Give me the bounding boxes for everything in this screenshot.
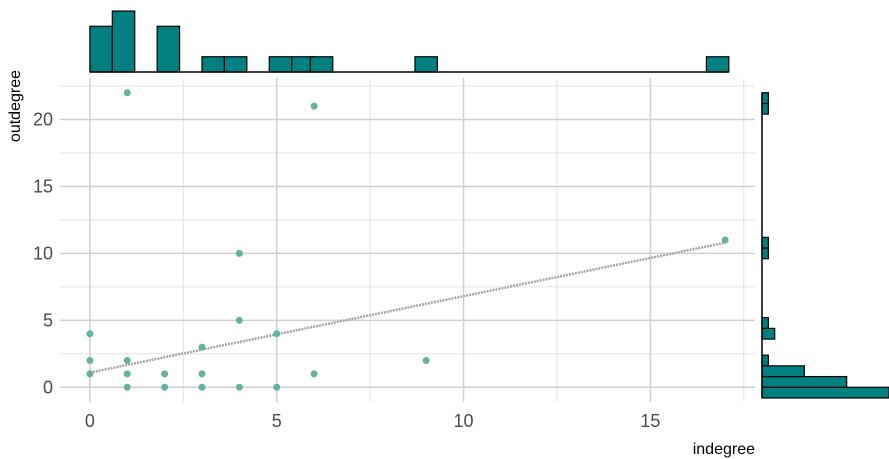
data-point bbox=[721, 236, 729, 244]
y-histogram-bar bbox=[761, 102, 769, 115]
data-point bbox=[310, 370, 318, 378]
x-marginal-histogram bbox=[89, 10, 730, 73]
data-point bbox=[161, 370, 169, 378]
plot-grid bbox=[60, 78, 755, 402]
data-point bbox=[422, 356, 430, 364]
y-histogram-bar bbox=[761, 386, 889, 399]
x-histogram-bar bbox=[414, 56, 438, 73]
x-axis-title: indegree bbox=[693, 441, 755, 458]
data-point bbox=[86, 330, 94, 338]
x-tick-label: 15 bbox=[640, 411, 660, 431]
data-point bbox=[273, 383, 281, 391]
y-histogram-bar bbox=[761, 375, 848, 388]
y-histogram-bar bbox=[761, 354, 769, 367]
y-histogram-bar bbox=[761, 92, 769, 105]
y-tick-label: 5 bbox=[43, 310, 53, 330]
data-point bbox=[273, 330, 281, 338]
y-histogram-bar bbox=[761, 365, 805, 378]
y-histogram-bar bbox=[761, 236, 769, 249]
x-histogram-bar bbox=[223, 56, 248, 73]
trend-line bbox=[89, 241, 726, 374]
x-tick-label: 10 bbox=[454, 411, 474, 431]
x-histogram-bar bbox=[705, 56, 730, 73]
x-histogram-bar bbox=[156, 25, 181, 73]
data-point bbox=[235, 316, 243, 324]
trend-line-path bbox=[89, 241, 726, 374]
x-tick-label: 0 bbox=[85, 411, 95, 431]
data-point bbox=[123, 370, 131, 378]
data-point bbox=[123, 89, 131, 97]
y-histogram-bar bbox=[761, 317, 769, 329]
x-tick-label: 5 bbox=[272, 411, 282, 431]
data-point bbox=[161, 383, 169, 391]
data-point bbox=[310, 102, 318, 110]
y-axis-title: outdegree bbox=[7, 70, 24, 142]
y-tick-label: 15 bbox=[33, 176, 53, 196]
x-histogram-bar bbox=[111, 10, 136, 73]
x-histogram-bar bbox=[309, 56, 334, 73]
data-point bbox=[123, 356, 131, 364]
data-point bbox=[198, 370, 206, 378]
x-histogram-bar bbox=[268, 56, 293, 73]
data-point bbox=[235, 249, 243, 257]
y-tick-label: 10 bbox=[33, 243, 53, 263]
y-tick-label: 20 bbox=[33, 110, 53, 130]
y-tick-label: 0 bbox=[43, 377, 53, 397]
y-histogram-bar bbox=[761, 247, 769, 260]
y-marginal-histogram bbox=[761, 92, 889, 399]
x-histogram-bar bbox=[201, 56, 226, 73]
data-point bbox=[198, 343, 206, 351]
scatter-points bbox=[86, 89, 729, 391]
x-histogram-bar bbox=[89, 25, 113, 73]
data-point bbox=[123, 383, 131, 391]
data-point bbox=[198, 383, 206, 391]
x-axis-ticks: 0 5 10 15 bbox=[85, 411, 661, 431]
data-point bbox=[86, 356, 94, 364]
y-axis-ticks: 0 5 10 15 20 bbox=[33, 110, 53, 398]
data-point bbox=[86, 370, 94, 378]
y-histogram-bar bbox=[761, 327, 776, 340]
data-point bbox=[235, 383, 243, 391]
